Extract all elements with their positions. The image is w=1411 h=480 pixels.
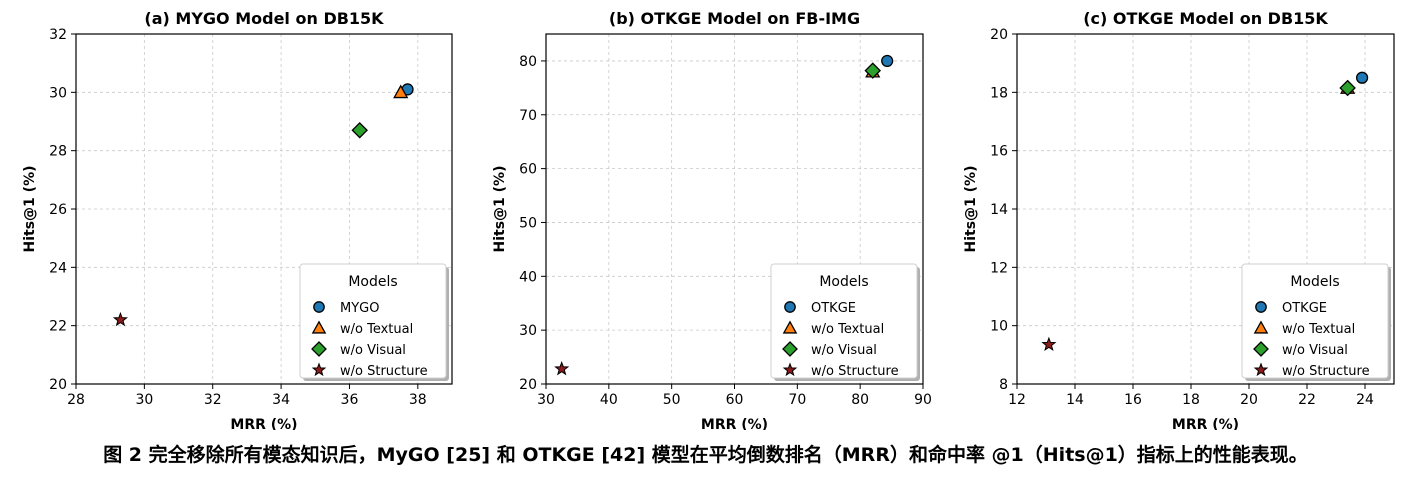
x-tick-label: 20 — [1240, 392, 1258, 408]
legend-marker-diamond — [311, 341, 327, 357]
legend-entry: w/o Textual — [811, 322, 884, 337]
data-point-circle — [1355, 71, 1369, 84]
legend-entry: w/o Visual — [340, 343, 406, 358]
plot-frame — [1016, 33, 1395, 385]
data-point-triangle — [393, 84, 409, 99]
legend-box — [770, 263, 918, 379]
y-axis-label: Hits@1 (%) — [963, 166, 979, 253]
y-tick-label: 80 — [519, 54, 537, 70]
y-tick-label: 30 — [519, 323, 537, 339]
legend-marker-circle — [313, 301, 325, 313]
y-tick-label: 28 — [49, 144, 67, 160]
legend-entry: OTKGE — [811, 301, 856, 316]
legend-box — [299, 263, 447, 379]
legend-marker-triangle — [782, 320, 798, 334]
legend-entry: w/o Visual — [1282, 343, 1348, 358]
data-point-diamond — [1339, 79, 1356, 97]
x-tick-label: 34 — [272, 392, 290, 408]
y-tick-label: 70 — [519, 108, 537, 124]
y-tick-label: 18 — [990, 85, 1008, 101]
y-tick-label: 12 — [990, 260, 1008, 276]
x-tick-label: 28 — [67, 392, 85, 408]
legend-entry: MYGO — [340, 301, 379, 316]
x-tick-label: 22 — [1298, 392, 1316, 408]
legend-title: Models — [1290, 274, 1339, 290]
chart-panel-1: 28 30 32 34 36 38 20 22 24 26 28 30 32 (a) MYGO Model… — [22, 9, 453, 433]
y-tick-label: 32 — [49, 27, 67, 43]
x-tick-label: 16 — [1124, 392, 1142, 408]
y-tick-label: 20 — [519, 377, 537, 393]
data-point-star — [112, 311, 128, 327]
x-tick-label: 14 — [1066, 392, 1084, 408]
legend-entry: w/o Textual — [340, 322, 413, 337]
legend-title: Models — [348, 274, 397, 290]
legend-marker-circle — [1255, 301, 1267, 313]
x-tick-label: 60 — [726, 392, 744, 408]
y-tick-label: 16 — [990, 144, 1008, 160]
x-axis-label: MRR (%) — [1172, 417, 1239, 430]
x-tick-label: 38 — [409, 392, 427, 408]
data-point-star — [554, 360, 570, 376]
y-tick-label: 14 — [990, 202, 1008, 218]
x-tick-label: 24 — [1356, 392, 1374, 408]
legend-entry: w/o Structure — [811, 364, 899, 379]
legend-entry: w/o Visual — [811, 343, 877, 358]
chart-title: (a) MYGO Model on DB15K — [144, 9, 384, 28]
x-tick-label: 36 — [341, 392, 359, 408]
x-tick-label: 80 — [851, 392, 869, 408]
y-tick-label: 30 — [49, 85, 67, 101]
x-tick-label: 12 — [1008, 392, 1026, 408]
chart-panel-3: 12 14 16 18 20 22 24 8 10 12 14 16 18 20 (c) OTKGE Mod… — [963, 9, 1395, 433]
plot-frame — [545, 33, 924, 385]
x-tick-label: 18 — [1182, 392, 1200, 408]
y-tick-label: 60 — [519, 162, 537, 178]
legend-marker-diamond — [1253, 341, 1269, 357]
y-axis-label: Hits@1 (%) — [492, 166, 508, 253]
figure: 28 30 32 34 36 38 20 22 24 26 28 30 32 (a) MYGO Model… — [22, 9, 1395, 433]
legend-entry: w/o Textual — [1282, 322, 1355, 337]
x-tick-label: 40 — [600, 392, 618, 408]
y-tick-label: 20 — [49, 377, 67, 393]
y-tick-label: 20 — [990, 27, 1008, 43]
legend-marker-triangle — [1253, 320, 1269, 334]
legend-marker-star — [311, 362, 327, 377]
legend-marker-star — [1253, 362, 1269, 377]
legend-entry: w/o Structure — [1282, 364, 1370, 379]
chart-title: (c) OTKGE Model on DB15K — [1083, 9, 1328, 28]
x-axis-label: MRR (%) — [701, 417, 768, 430]
data-point-circle — [881, 54, 894, 68]
y-tick-label: 8 — [999, 377, 1008, 393]
figure-caption: 图 2 完全移除所有模态知识后，MyGO [25] 和 OTKGE [42] 模… — [103, 444, 1308, 466]
x-tick-label: 50 — [663, 392, 681, 408]
legend-marker-diamond — [782, 341, 798, 357]
x-tick-label: 32 — [204, 392, 222, 408]
x-tick-label: 30 — [537, 392, 555, 408]
y-tick-label: 10 — [990, 319, 1008, 335]
data-point-diamond — [864, 62, 882, 79]
x-tick-label: 70 — [788, 392, 806, 408]
y-tick-label: 22 — [49, 319, 67, 335]
legend-entry: OTKGE — [1282, 301, 1327, 316]
x-axis-label: MRR (%) — [230, 417, 297, 430]
legend-box — [1241, 263, 1389, 379]
plot-frame — [75, 33, 453, 385]
x-tick-label: 90 — [914, 392, 932, 408]
y-tick-label: 24 — [49, 260, 67, 276]
legend-title: Models — [819, 274, 868, 290]
y-tick-label: 26 — [49, 202, 67, 218]
x-tick-label: 30 — [135, 392, 153, 408]
data-point-star — [1041, 336, 1057, 352]
y-tick-label: 50 — [519, 215, 537, 231]
legend-marker-triangle — [311, 320, 327, 334]
y-axis-label: Hits@1 (%) — [22, 166, 38, 253]
legend-marker-circle — [784, 301, 796, 313]
data-point-diamond — [351, 121, 368, 139]
y-tick-label: 40 — [519, 269, 537, 285]
legend-marker-star — [782, 362, 798, 377]
legend-entry: w/o Structure — [340, 364, 428, 379]
charts-svg: 28 30 32 34 36 38 20 22 24 26 28 30 32 (a) MYGO Model… — [22, 9, 1395, 433]
chart-title: (b) OTKGE Model on FB-IMG — [609, 9, 860, 28]
